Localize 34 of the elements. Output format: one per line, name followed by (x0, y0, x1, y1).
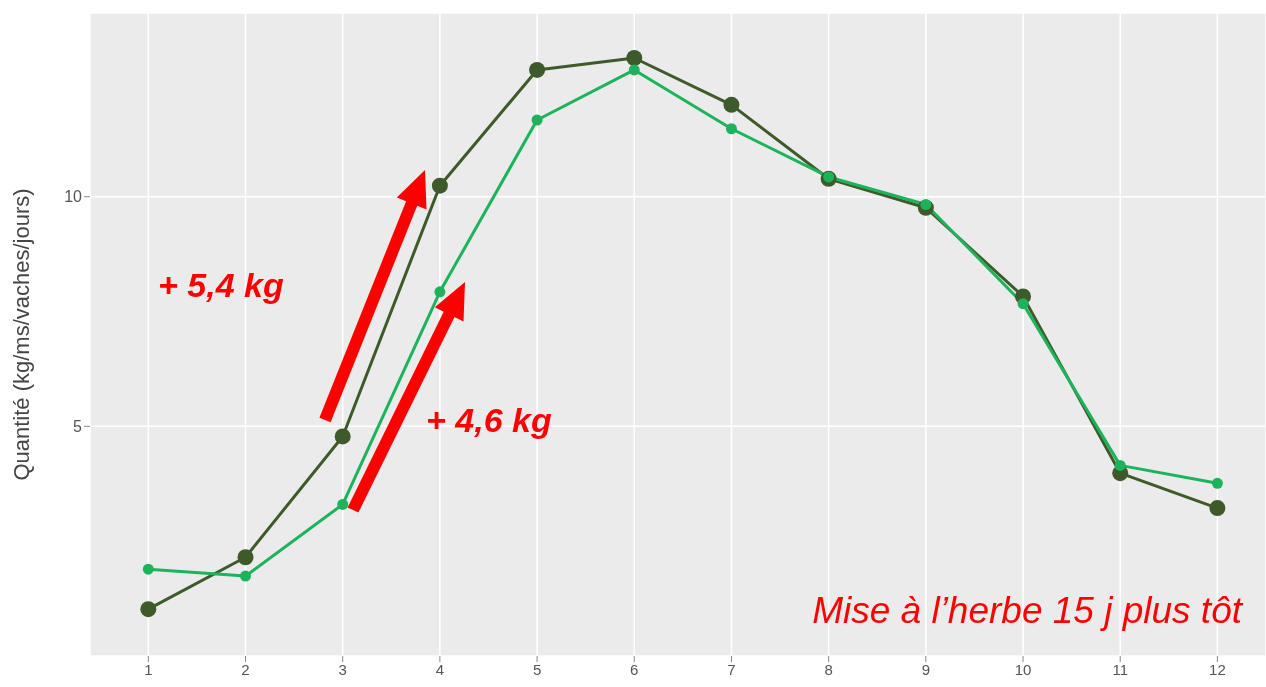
x-tick-label: 7 (727, 660, 736, 678)
point (531, 114, 543, 126)
x-tick-label: 6 (630, 660, 639, 678)
point (529, 61, 546, 78)
point (725, 123, 737, 135)
x-tick-label: 3 (338, 660, 347, 678)
annotation: Mise à l’herbe 15 j plus tôt (812, 590, 1242, 632)
annotation: + 4,6 kg (426, 401, 552, 440)
point (240, 570, 251, 582)
point (140, 601, 157, 618)
x-tick-label: 11 (1112, 660, 1128, 678)
x-tick-label: 2 (241, 660, 250, 678)
x-tick-label: 12 (1209, 660, 1226, 678)
annotation: + 5,4 kg (158, 266, 284, 305)
point (1114, 459, 1126, 471)
point (1211, 477, 1223, 489)
point (628, 64, 640, 76)
point (337, 498, 349, 510)
point (1209, 500, 1226, 517)
point (431, 177, 448, 194)
x-tick-label: 8 (824, 660, 833, 678)
point (142, 563, 154, 575)
point (334, 428, 351, 445)
x-tick-label: 5 (532, 660, 542, 678)
x-tick-label: 4 (435, 660, 445, 678)
point (626, 50, 643, 67)
point (237, 549, 254, 566)
y-axis-title: Quantité (kg/ms/vaches/jours) (8, 188, 34, 481)
point (1017, 298, 1029, 310)
x-tick-label: 10 (1014, 660, 1032, 678)
x-tick-label: 1 (144, 660, 153, 678)
x-tick-label: 9 (921, 660, 931, 678)
point (723, 96, 740, 113)
point (434, 286, 446, 298)
